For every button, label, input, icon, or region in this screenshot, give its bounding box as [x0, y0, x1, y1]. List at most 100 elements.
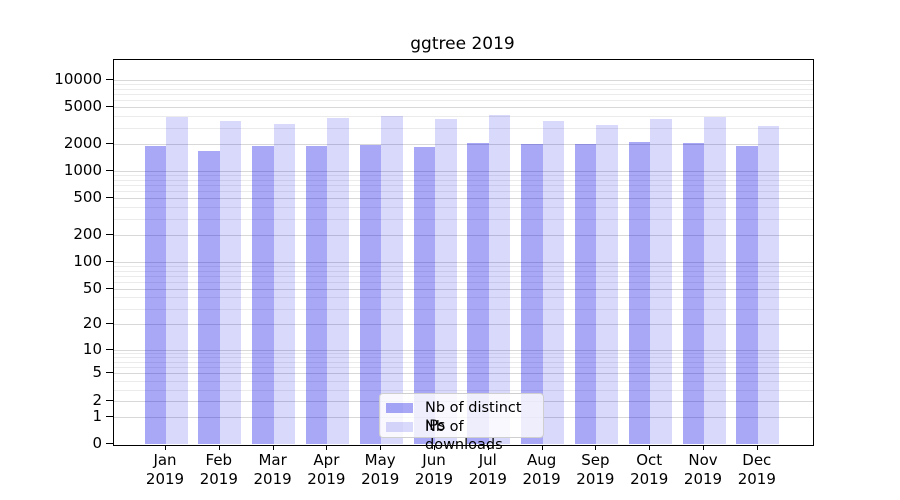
gridline	[114, 349, 813, 351]
gridline	[114, 185, 813, 187]
y-axis-tick	[106, 348, 113, 350]
gridline	[114, 367, 813, 369]
gridline	[114, 308, 813, 310]
gridline	[114, 179, 813, 181]
legend-item-distinct-ips: Nb of distinct IPs	[380, 399, 545, 434]
x-axis-tick	[703, 445, 704, 450]
legend-item-downloads: Nb of downloads	[380, 418, 545, 453]
bar-downloads	[650, 119, 672, 445]
legend-swatch-distinct-ips	[386, 403, 413, 413]
gridline	[114, 84, 813, 86]
gridline	[114, 191, 813, 193]
y-axis-tick	[106, 372, 113, 374]
bar-distinct-ips	[736, 146, 758, 445]
y-axis-tick	[106, 260, 113, 262]
bar-distinct-ips	[467, 142, 489, 445]
y-axis-label: 500	[73, 188, 102, 207]
x-axis-label: Jun 2019	[414, 451, 454, 488]
gridline	[114, 116, 813, 118]
x-axis-tick	[380, 445, 382, 450]
gridline	[114, 323, 813, 325]
y-axis-label: 10	[82, 339, 102, 358]
bar-distinct-ips	[682, 143, 704, 445]
y-axis-tick	[106, 170, 113, 172]
y-axis-label: 1000	[63, 161, 102, 180]
x-axis-tick	[487, 445, 489, 450]
gridline	[114, 100, 813, 102]
x-axis-tick	[326, 445, 328, 450]
gridline	[114, 94, 813, 96]
gridline	[114, 380, 813, 382]
bar-distinct-ips	[574, 143, 597, 445]
bar-downloads	[273, 123, 296, 445]
y-axis-label: 2	[92, 390, 102, 409]
gridline	[114, 265, 813, 267]
gridline	[114, 362, 813, 364]
bar-downloads	[381, 115, 403, 445]
gridline	[114, 88, 813, 90]
y-axis-tick	[106, 233, 113, 235]
x-axis-label: Mar 2019	[253, 451, 292, 488]
bar-downloads	[435, 118, 457, 445]
legend-swatch-downloads	[386, 422, 413, 432]
x-axis-label: Jan 2019	[145, 451, 185, 488]
bar-distinct-ips	[413, 146, 435, 445]
gridline	[114, 288, 813, 290]
legend: Nb of distinct IPs Nb of downloads	[379, 393, 545, 453]
y-axis-label: 2000	[63, 133, 102, 152]
gridline	[114, 80, 813, 81]
y-axis-tick	[106, 399, 113, 401]
gridline	[114, 198, 813, 200]
x-axis-label: Dec 2019	[737, 451, 776, 488]
y-axis-label: 5000	[63, 97, 102, 116]
legend-label-downloads: Nb of downloads	[425, 419, 503, 453]
x-axis-label: May 2019	[361, 451, 400, 488]
gridline	[114, 297, 813, 299]
y-axis-tick	[106, 106, 113, 108]
y-axis-label: 5	[92, 363, 102, 382]
x-axis-label: Feb 2019	[199, 451, 238, 488]
bar-downloads	[757, 125, 780, 445]
chart-title: ggtree 2019	[410, 34, 515, 54]
gridline	[114, 107, 813, 109]
y-axis-tick	[106, 322, 113, 324]
y-axis-label: 20	[82, 313, 102, 332]
y-axis-tick	[106, 142, 113, 144]
bar-distinct-ips	[252, 145, 274, 445]
bar-distinct-ips	[359, 144, 382, 445]
gridline	[114, 175, 813, 177]
gridline	[114, 353, 813, 355]
x-axis-label: Aug 2019	[522, 451, 561, 488]
bar-downloads	[596, 124, 618, 445]
y-axis-label: 1	[92, 406, 102, 425]
legend-label-distinct-ips: Nb of distinct IPs	[425, 400, 522, 434]
bar-distinct-ips	[144, 145, 166, 445]
gridline	[114, 270, 813, 272]
x-axis-tick	[165, 445, 166, 450]
x-axis-tick	[272, 445, 274, 450]
x-axis-tick	[595, 445, 597, 450]
y-axis-tick	[106, 287, 113, 289]
x-axis-tick	[756, 445, 758, 450]
gridline	[114, 357, 813, 359]
y-axis-label: 50	[82, 278, 102, 297]
gridline	[114, 234, 813, 236]
x-axis-tick	[541, 445, 543, 450]
x-axis-label: Sep 2019	[576, 451, 615, 488]
x-axis-label: Oct 2019	[630, 451, 669, 488]
gridline	[114, 127, 813, 129]
bar-downloads	[219, 121, 242, 445]
bar-downloads	[542, 121, 565, 445]
x-axis-label: Apr 2019	[307, 451, 346, 488]
y-axis-tick	[106, 197, 113, 199]
plot-area: Nb of distinct IPs Nb of downloads	[113, 59, 814, 453]
bar-distinct-ips	[628, 141, 651, 445]
bar-downloads	[166, 117, 188, 445]
y-axis-label: 100	[73, 251, 102, 270]
bar-downloads	[704, 117, 726, 445]
gridline	[114, 261, 813, 263]
gridline	[114, 373, 813, 375]
bar-downloads	[488, 115, 511, 445]
y-axis-tick	[106, 443, 113, 445]
